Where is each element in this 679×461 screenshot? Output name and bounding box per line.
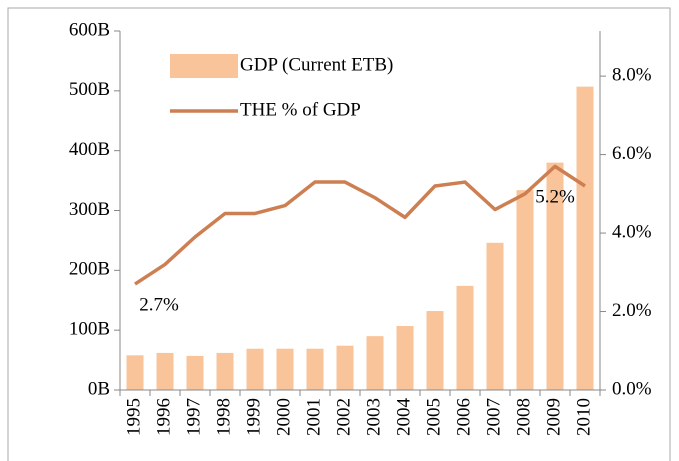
y2-tick-label: 0.0% xyxy=(612,378,652,399)
bar xyxy=(516,190,534,390)
x-tick-label: 2002 xyxy=(333,398,354,436)
y2-tick-label: 4.0% xyxy=(612,221,652,242)
x-tick-label: 2001 xyxy=(303,398,324,436)
y2-tick-label: 2.0% xyxy=(612,300,652,321)
line xyxy=(134,164,586,286)
y-tick-label: 100B xyxy=(69,319,110,340)
x-tick-label: 1999 xyxy=(243,398,264,436)
y2-tick-label: 6.0% xyxy=(612,143,652,164)
bar xyxy=(216,352,234,390)
x-tick-label: 2009 xyxy=(543,398,564,436)
legend-swatch xyxy=(170,54,238,78)
bar xyxy=(276,348,294,390)
x-tick-label: 2003 xyxy=(363,398,384,436)
x-tick-label: 2010 xyxy=(573,398,594,436)
bar xyxy=(426,311,444,390)
x-tick-label: 2006 xyxy=(453,398,474,436)
bar xyxy=(306,348,324,390)
bar xyxy=(336,345,354,390)
bar xyxy=(456,285,474,390)
bar xyxy=(156,352,174,390)
legend-label: GDP (Current ETB) xyxy=(240,54,393,75)
bar xyxy=(576,86,594,391)
x-tick-label: 2007 xyxy=(483,398,504,436)
x-tick-label: 1997 xyxy=(183,398,204,436)
y-tick-label: 400B xyxy=(69,139,110,160)
y-tick-label: 200B xyxy=(69,259,110,280)
x-tick-label: 1995 xyxy=(123,398,144,436)
data-label: 5.2% xyxy=(535,186,575,207)
bar xyxy=(546,162,564,390)
bar xyxy=(186,355,204,390)
y-tick-label: 0B xyxy=(88,378,110,399)
data-label: 2.7% xyxy=(139,294,179,315)
bar xyxy=(396,325,414,390)
y-tick-label: 600B xyxy=(69,19,110,40)
chart-border xyxy=(7,7,671,461)
x-tick-label: 2005 xyxy=(423,398,444,436)
bar xyxy=(486,242,504,390)
x-tick-label: 2004 xyxy=(393,398,414,437)
x-tick-label: 1996 xyxy=(153,398,174,436)
y-tick-label: 500B xyxy=(69,79,110,100)
bar xyxy=(366,336,384,390)
x-tick-label: 1998 xyxy=(213,398,234,436)
x-tick-label: 2008 xyxy=(513,398,534,436)
y-tick-label: 300B xyxy=(69,199,110,220)
bar xyxy=(246,348,264,390)
bar xyxy=(126,355,144,390)
legend-label: THE % of GDP xyxy=(240,99,361,120)
y2-tick-label: 8.0% xyxy=(612,64,652,85)
x-tick-label: 2000 xyxy=(273,398,294,436)
